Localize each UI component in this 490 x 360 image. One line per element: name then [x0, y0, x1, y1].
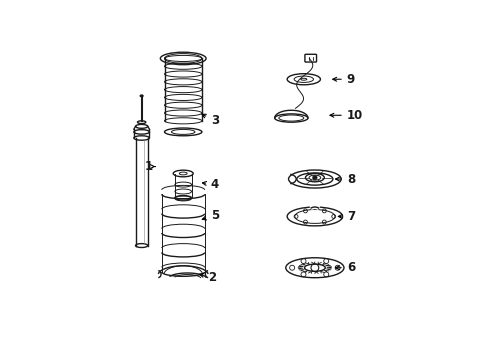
Text: 9: 9 — [333, 73, 355, 86]
Text: 5: 5 — [202, 208, 219, 221]
Text: 4: 4 — [202, 178, 219, 191]
Text: 6: 6 — [336, 261, 355, 274]
Text: 3: 3 — [202, 114, 219, 127]
Text: 2: 2 — [199, 271, 216, 284]
Text: 10: 10 — [330, 109, 363, 122]
Text: 7: 7 — [338, 210, 355, 223]
Text: 1: 1 — [145, 160, 155, 173]
Text: 8: 8 — [336, 172, 355, 185]
Circle shape — [313, 175, 317, 180]
